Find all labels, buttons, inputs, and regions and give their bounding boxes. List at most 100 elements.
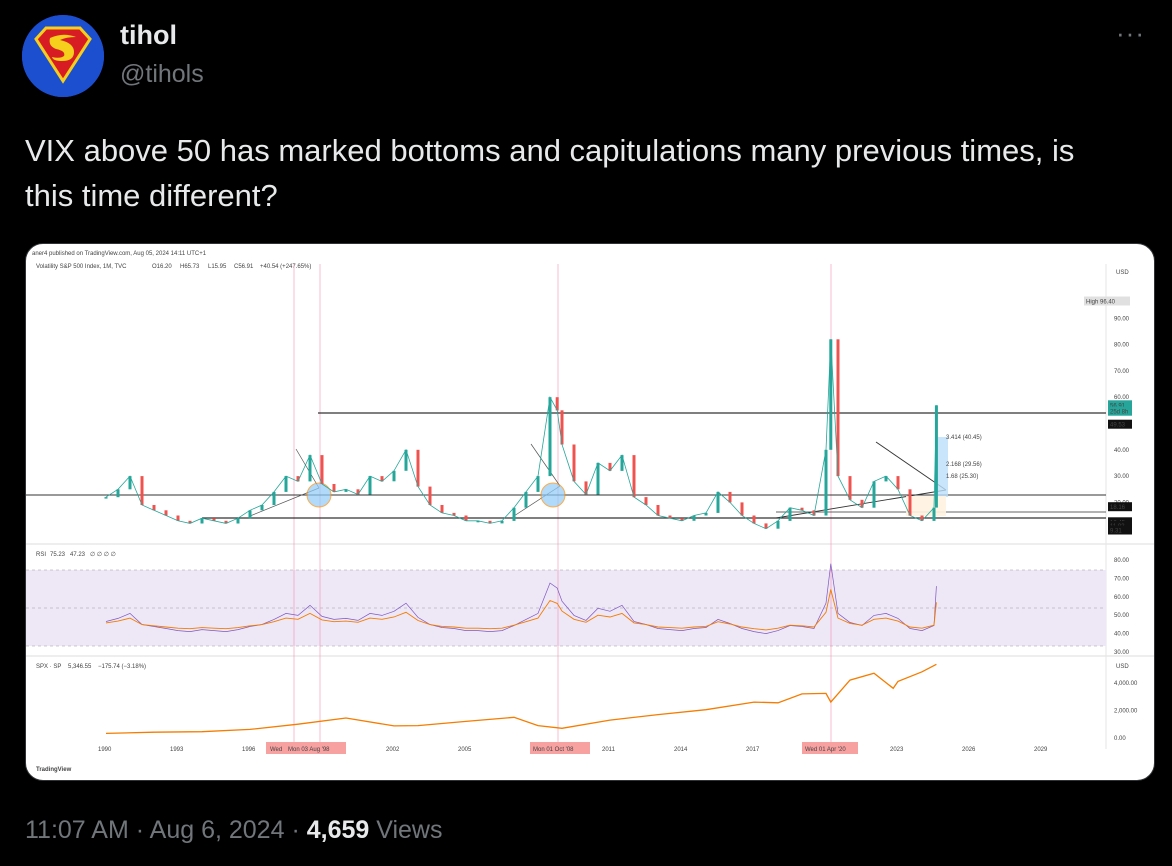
rsi-y-tick: 60.00 (1114, 595, 1130, 601)
vix-candle (829, 339, 833, 450)
vix-candle (260, 505, 264, 511)
vix-candle (848, 476, 852, 500)
vix-candle (272, 491, 276, 505)
rsi-y-tick: 40.00 (1114, 632, 1130, 638)
author-name[interactable]: tihol (120, 20, 177, 50)
vix-candle (440, 505, 444, 513)
x-tick: 1993 (170, 747, 184, 753)
vix-candle (608, 462, 612, 471)
rsi-y-tick: 30.00 (1114, 650, 1130, 656)
tweet-text: VIX above 50 has marked bottoms and capi… (25, 133, 1075, 213)
vix-candle (812, 510, 816, 516)
vix-candle (704, 512, 708, 516)
vix-candle (512, 507, 516, 521)
rsi-y-tick: 50.00 (1114, 613, 1130, 619)
chart-ohlc: O16.20 H65.73 L15.95 C56.91 +40.54 (+247… (152, 264, 311, 270)
x-tick: 2026 (962, 747, 976, 753)
vix-candle (596, 462, 600, 495)
vix-series-line (105, 339, 937, 530)
tweet-media-chart[interactable]: aner4 published on TradingView.com, Aug … (25, 243, 1155, 781)
vix-candle (332, 484, 336, 492)
spx-y-axis: 4,000.00 2,000.00 0.00 (1114, 681, 1138, 742)
vix-candle (176, 515, 180, 521)
vix-candle (500, 520, 504, 524)
x-tick: 2014 (674, 747, 688, 753)
vix-candle (212, 518, 216, 521)
spx-legend-change: −175.74 (−3.18%) (98, 664, 146, 670)
svg-text:56.91: 56.91 (1110, 403, 1126, 409)
vix-candle (788, 507, 792, 521)
vix-candle (872, 481, 876, 508)
vix-candle (368, 476, 372, 495)
vix-candle (188, 520, 192, 524)
vix-candle (452, 512, 456, 516)
vix-price-tag: 25d 8h (1108, 406, 1132, 416)
svg-text:49.53: 49.53 (1110, 423, 1126, 429)
vix-candle (908, 489, 912, 516)
bottom-marker-1998 (306, 482, 332, 508)
x-tick: 2005 (458, 747, 472, 753)
tweet-date[interactable]: Aug 6, 2024 (149, 816, 285, 844)
ohlc-low: L15.95 (208, 264, 227, 270)
vix-candle (524, 491, 528, 508)
chart-symbol: Volatility S&P 500 Index, 1M, TVC (36, 264, 127, 270)
spx-legend: SPX · SP 5,346.55 −175.74 (−3.18%) (36, 664, 146, 670)
vix-candle (584, 481, 588, 495)
vix-candle (416, 449, 420, 487)
vix-candle (404, 449, 408, 471)
rsi-legend-name: RSI (36, 552, 46, 558)
x-tag-4: Wed 01 Apr '20 (805, 747, 846, 753)
vix-candle (555, 397, 559, 411)
author-handle[interactable]: @tihols (120, 60, 204, 88)
more-dots-icon[interactable]: ··· (1116, 18, 1145, 48)
vix-candle (248, 510, 252, 519)
vix-candle (140, 476, 144, 505)
vix-candle (344, 489, 348, 492)
vix-price-tag: 9.31 (1108, 525, 1132, 535)
vix-candle (728, 491, 732, 503)
vix-candle (320, 455, 324, 484)
vix-candle (920, 515, 924, 521)
tweet-meta: 11:07 AM · Aug 6, 2024 · 4,659 Views (25, 816, 442, 845)
vix-candle (356, 489, 360, 495)
vix-candle (380, 476, 384, 482)
vix-candle (692, 515, 696, 521)
vix-y-tick: 90.00 (1114, 316, 1130, 322)
spx-legend-value: 5,346.55 (68, 664, 92, 670)
rsi-legend-extra: ∅ ∅ ∅ ∅ (90, 551, 116, 558)
vix-candle (668, 515, 672, 519)
fib-label-3: 1.68 (25.30) (946, 474, 978, 480)
ohlc-change: +40.54 (+247.65%) (260, 264, 311, 270)
x-tick: 2002 (386, 747, 400, 753)
vix-candle (800, 507, 804, 511)
vix-price-tag: 18.16 (1108, 502, 1132, 512)
vix-candle (488, 520, 492, 524)
x-tag-1: Wed (270, 747, 282, 753)
rsi-y-tick: 80.00 (1114, 558, 1130, 564)
vix-price-tag: High 96.40 (1084, 296, 1130, 306)
chart-published: aner4 published on TradingView.com, Aug … (32, 251, 207, 257)
x-tick: 1990 (98, 747, 112, 753)
vix-candle (116, 489, 120, 498)
rsi-legend-ma: 47.23 (70, 552, 86, 558)
vix-candle (860, 499, 864, 508)
vix-candle (284, 476, 288, 492)
vix-candle (308, 455, 312, 482)
avatar[interactable] (22, 15, 104, 97)
x-axis-tags: Wed Mon 03 Aug '98 Mon 01 Oct '08 Wed 01… (266, 742, 858, 754)
vix-candle (836, 339, 840, 477)
meta-separator: · (135, 816, 145, 844)
vix-candle (740, 502, 744, 516)
rsi-legend-value: 75.23 (50, 552, 66, 558)
ohlc-high: H65.73 (180, 264, 200, 270)
vix-y-tick: 60.00 (1114, 395, 1130, 401)
spx-axis-unit: USD (1116, 664, 1129, 670)
vix-candle (128, 476, 132, 490)
spx-legend-name: SPX · SP (36, 664, 61, 670)
tweet-time[interactable]: 11:07 AM (25, 816, 129, 844)
rsi-ma-line (105, 589, 937, 631)
views-label: Views (376, 816, 443, 844)
x-tick: 2017 (746, 747, 760, 753)
vix-candle (896, 476, 900, 490)
tradingview-chart: aner4 published on TradingView.com, Aug … (26, 251, 1154, 773)
